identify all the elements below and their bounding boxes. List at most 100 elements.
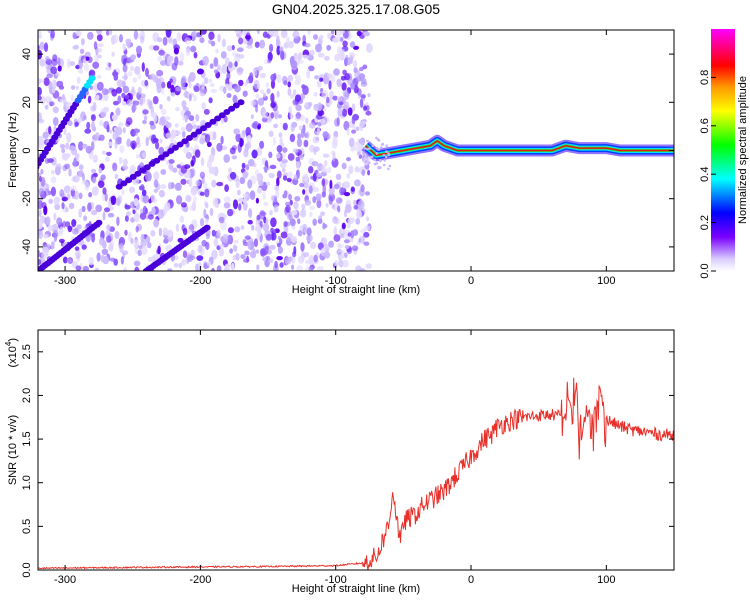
noise-blob — [255, 249, 259, 254]
noise-blob — [340, 233, 345, 239]
noise-blob — [353, 60, 358, 69]
noise-blob — [321, 191, 326, 198]
noise-blob — [92, 154, 98, 163]
noise-blob — [290, 60, 298, 69]
noise-blob — [161, 81, 166, 89]
noise-blob — [162, 36, 168, 46]
noise-blob — [296, 74, 301, 85]
colorbar-ticks: 0.0 0.2 0.4 0.6 0.8 — [699, 70, 716, 279]
noise-blob — [297, 229, 303, 237]
noise-blob — [321, 178, 326, 187]
noise-blob — [344, 245, 350, 249]
noise-blob — [55, 163, 62, 171]
noise-blob — [51, 223, 59, 233]
noise-blob — [262, 222, 270, 232]
noise-blob — [106, 151, 112, 156]
noise-blob — [100, 254, 105, 263]
carrier-scatter — [385, 150, 388, 153]
noise-blob — [208, 153, 215, 163]
x-tick-label: -200 — [189, 574, 211, 586]
noise-blob — [242, 193, 249, 198]
noise-blob — [315, 193, 322, 201]
noise-blob — [258, 180, 264, 187]
noise-blob — [216, 265, 222, 271]
noise-blob — [92, 176, 97, 184]
noise-blob — [295, 156, 300, 162]
noise-blob — [328, 240, 334, 248]
noise-blob — [40, 176, 46, 187]
noise-blob — [84, 51, 91, 58]
streak-mark-1 — [223, 109, 231, 115]
noise-blob — [192, 124, 199, 130]
noise-blob — [112, 100, 119, 106]
streak-mark-1 — [200, 125, 207, 132]
carrier-scatter — [377, 148, 381, 151]
noise-blob — [68, 61, 76, 66]
noise-blob — [168, 159, 175, 164]
noise-blob — [109, 129, 113, 134]
noise-blob — [89, 232, 96, 238]
x-tick-label: 100 — [597, 574, 615, 586]
noise-blob — [267, 58, 272, 64]
noise-blob — [254, 41, 260, 48]
noise-blob — [256, 30, 260, 35]
noise-blob — [84, 128, 92, 134]
noise-blob — [363, 231, 370, 238]
noise-blob — [213, 57, 219, 67]
noise-blob — [81, 244, 87, 250]
noise-blob — [213, 238, 219, 247]
noise-blob — [284, 201, 291, 207]
noise-blob — [350, 230, 355, 239]
noise-blob — [191, 30, 197, 37]
noise-blob — [185, 152, 193, 159]
noise-blob — [352, 113, 359, 121]
noise-blob — [85, 145, 92, 154]
noise-blob — [180, 165, 188, 174]
noise-blob — [128, 231, 131, 242]
noise-blob — [126, 42, 131, 47]
noise-blob — [321, 89, 329, 100]
noise-blob — [176, 195, 183, 205]
noise-blob — [238, 203, 242, 211]
noise-blob — [170, 84, 175, 95]
noise-blob — [133, 260, 141, 267]
noise-blob — [185, 194, 192, 203]
snr-series-line — [38, 377, 674, 570]
noise-blob — [300, 242, 305, 252]
noise-blob — [188, 255, 196, 260]
carrier-scatter — [368, 161, 371, 165]
noise-blob — [165, 132, 172, 139]
noise-blob — [145, 171, 152, 182]
noise-blob — [238, 37, 244, 45]
noise-blob — [199, 137, 206, 145]
colorbar-tick-label: 0.6 — [699, 118, 711, 133]
noise-blob — [40, 168, 44, 175]
noise-blob — [320, 211, 325, 216]
noise-blob — [129, 65, 135, 72]
noise-blob — [332, 152, 336, 162]
noise-blob — [48, 125, 52, 135]
spectrogram-y-ticks: -40 -20 0 20 40 — [21, 48, 674, 255]
colorbar-tick-label: 0.4 — [699, 167, 711, 182]
noise-blob — [333, 226, 338, 236]
noise-blob — [179, 52, 185, 62]
y-tick-label: -40 — [21, 239, 33, 255]
noise-blob — [116, 79, 124, 88]
noise-blob — [260, 89, 265, 95]
noise-blob — [194, 149, 201, 158]
noise-blob — [229, 171, 237, 180]
noise-blob — [184, 90, 188, 98]
noise-blob — [243, 148, 249, 158]
snr-multiplier-base: (x10 — [7, 346, 19, 367]
noise-blob — [291, 264, 295, 270]
noise-blob — [160, 184, 167, 190]
noise-blob — [363, 225, 371, 231]
noise-blob — [126, 138, 132, 147]
noise-blob — [182, 115, 186, 121]
noise-blob — [276, 35, 280, 45]
noise-blob — [268, 130, 274, 138]
streak-mark-1 — [232, 102, 240, 109]
noise-blob — [285, 204, 291, 213]
noise-blob — [288, 211, 292, 221]
noise-blob — [88, 69, 96, 77]
